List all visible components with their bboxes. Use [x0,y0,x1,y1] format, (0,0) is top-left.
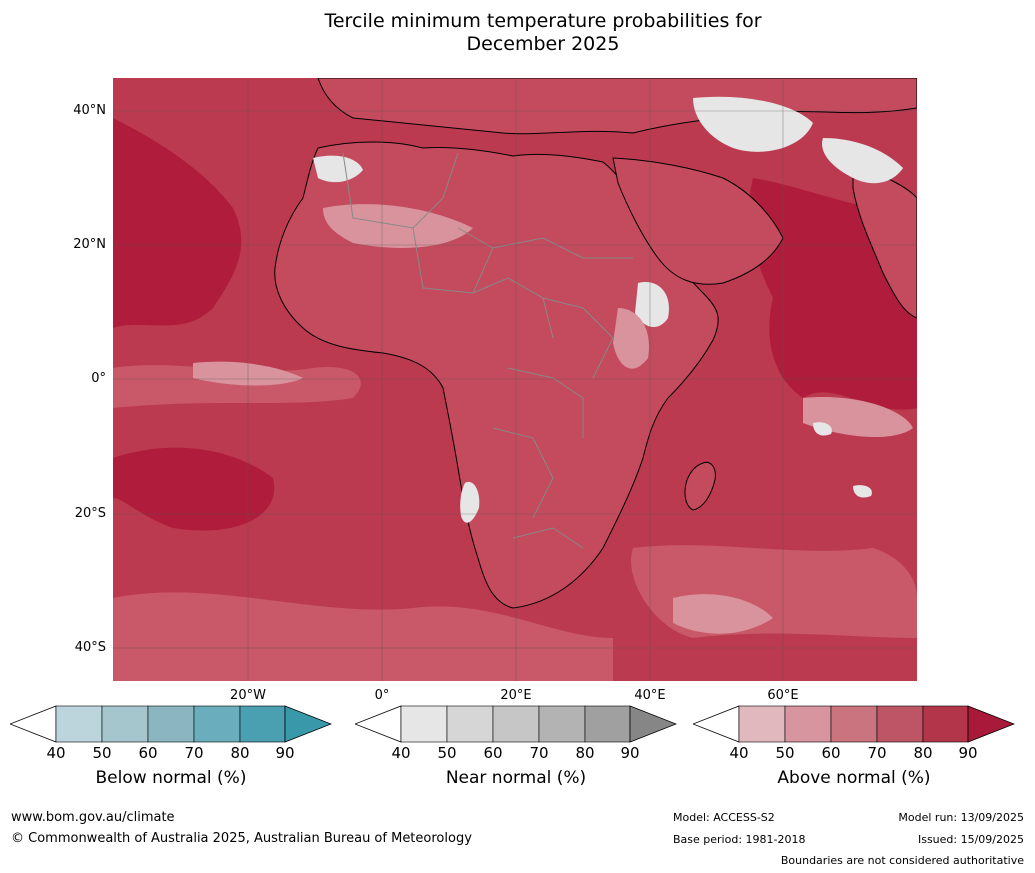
map-zone-light-3 [673,594,773,634]
colorbar-below-bin-2 [101,705,149,743]
country-borders [342,152,633,549]
lat-label-0: 0° [91,371,106,386]
africa-land [274,141,719,609]
tick-above-90: 90 [958,744,978,762]
tick-near-40: 40 [391,744,411,762]
colorbar-near-bin-1 [400,705,448,743]
chart-title: Tercile minimum temperature probabilitie… [0,10,1035,56]
tick-above-80: 80 [913,744,933,762]
tick-near-50: 50 [437,744,457,762]
colorbar-near-bin-4 [538,705,586,743]
tick-above-50: 50 [775,744,795,762]
probability-map [113,78,917,681]
colorbar-below-min-arrow [10,705,57,743]
tick-above-40: 40 [729,744,749,762]
near-patch-sahara [313,155,363,183]
tick-near-80: 80 [575,744,595,762]
madagascar-land [684,461,716,511]
lat-label-40s: 40°S [74,640,106,655]
colorbar-below-bin-3 [147,705,195,743]
lat-label-20s: 20°S [74,506,106,521]
tick-below-60: 60 [138,744,158,762]
tick-below-90: 90 [275,744,295,762]
footer-base-period: Base period: 1981-2018 [673,833,806,846]
lon-label-0: 0° [374,688,390,703]
title-line-1: Tercile minimum temperature probabilitie… [324,10,762,32]
tick-below-70: 70 [184,744,204,762]
colorbar-below [10,705,332,743]
tick-below-80: 80 [230,744,250,762]
colorbar-above-bin-5 [922,705,969,743]
footer-model: Model: ACCESS-S2 [673,811,775,824]
tick-above-70: 70 [867,744,887,762]
footer-copyright: © Commonwealth of Australia 2025, Austra… [11,831,472,846]
land-light-east [613,308,649,369]
colorbar-below-bin-4 [193,705,241,743]
tick-near-90: 90 [620,744,640,762]
map-zone-strong-south [113,447,275,531]
colorbar-near-bin-3 [492,705,540,743]
footer-model-run: Model run: 13/09/2025 [898,811,1024,824]
colorbar-above-bin-1 [738,705,786,743]
title-line-2: December 2025 [466,33,620,55]
lat-label-20n: 20°N [73,237,106,252]
colorbar-below-bin-1 [55,705,103,743]
near-patch-namib [460,481,480,523]
tick-above-60: 60 [821,744,841,762]
colorbar-near-title: Near normal (%) [445,768,587,788]
map-zone-mid-2 [631,545,917,638]
colorbar-below-title: Below normal (%) [95,768,247,788]
near-patch-sw [853,485,872,498]
footer-url: www.bom.gov.au/climate [11,810,175,825]
colorbar-above-max-arrow [967,705,1015,743]
tick-near-70: 70 [529,744,549,762]
map-zone-mid-3 [113,592,613,681]
land-light-sahel [323,204,473,248]
colorbar-near [355,705,677,743]
colorbar-above-bin-3 [830,705,878,743]
colorbar-near-max-arrow [629,705,677,743]
india-land [852,167,917,319]
graticule [113,78,917,681]
lon-label-20w: 20°W [230,688,266,703]
footer-disclaimer: Boundaries are not considered authoritat… [780,854,1024,867]
lon-label-20e: 20°E [500,688,532,703]
colorbar-below-bin-5 [239,705,286,743]
colorbar-below-max-arrow [284,705,332,743]
map-zone-strong-atlantic [113,118,242,328]
colorbar-above-bin-2 [784,705,832,743]
lon-label-40e: 40°E [634,688,666,703]
lon-label-60e: 60°E [767,688,799,703]
tick-below-40: 40 [46,744,66,762]
near-patch-asia-2 [822,138,903,184]
colorbar-above [693,705,1015,743]
tick-below-50: 50 [92,744,112,762]
colorbar-near-min-arrow [355,705,402,743]
near-patch-indian [813,422,832,436]
lat-label-40n: 40°N [73,103,106,118]
footer-issued: Issued: 15/09/2025 [917,833,1024,846]
map-zone-mid-1 [113,365,361,408]
colorbar-above-bin-4 [876,705,924,743]
colorbar-above-min-arrow [693,705,740,743]
europe-land [317,78,917,135]
colorbar-near-bin-2 [446,705,494,743]
tick-near-60: 60 [483,744,503,762]
near-patch-horn [635,282,669,328]
colorbar-near-bin-5 [584,705,631,743]
colorbar-above-title: Above normal (%) [777,768,931,788]
